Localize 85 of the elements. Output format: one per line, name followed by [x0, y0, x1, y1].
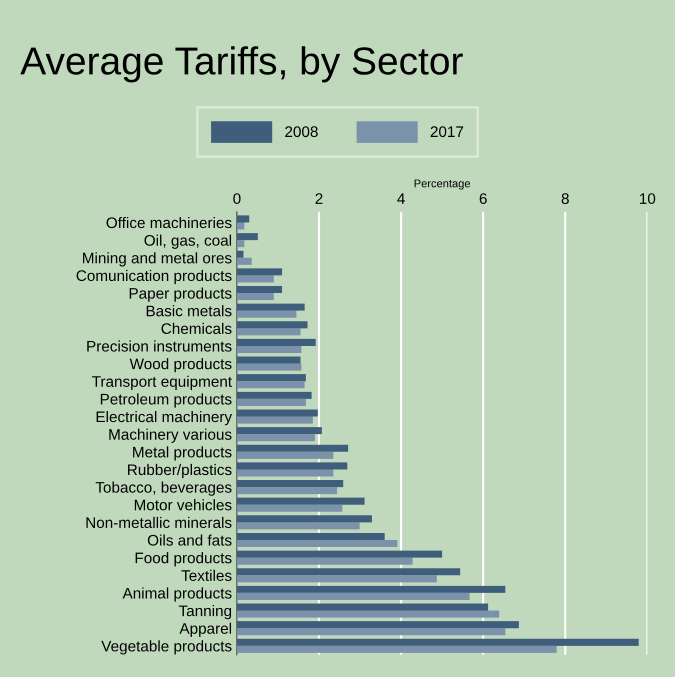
- bar: [236, 240, 244, 248]
- bar: [236, 504, 342, 512]
- bar: [236, 364, 302, 371]
- bar: [236, 604, 488, 611]
- bar: [236, 462, 348, 470]
- y-tick-label: Basic metals: [146, 305, 232, 316]
- bar: [236, 233, 258, 240]
- bar: [236, 258, 252, 265]
- bar: [236, 222, 244, 230]
- x-tick-label: 4: [397, 193, 405, 204]
- y-tick-label: Textiles: [181, 570, 232, 581]
- x-tick-label: 0: [233, 193, 241, 204]
- x-tick-label: 10: [640, 193, 656, 204]
- bar: [236, 286, 282, 294]
- y-tick-label: Paper products: [130, 288, 232, 302]
- bar: [236, 550, 442, 558]
- bar: [236, 638, 639, 646]
- bar: [236, 515, 372, 522]
- bar: [236, 575, 437, 582]
- y-tick-label: Machinery various: [109, 428, 232, 443]
- bar: [236, 250, 244, 258]
- bar: [236, 321, 308, 328]
- y-tick-label: Oil, gas, coal: [144, 234, 232, 249]
- bar: [236, 398, 306, 406]
- bar: [236, 381, 305, 388]
- y-tick-label: Petroleum products: [100, 393, 232, 408]
- bar: [236, 338, 316, 346]
- bar: [236, 268, 282, 276]
- bar: [236, 356, 301, 364]
- y-tick-label: Apparel: [179, 622, 232, 637]
- bar: [236, 558, 413, 565]
- bar: [236, 532, 385, 540]
- y-tick-label: Tobacco, beverages: [96, 482, 232, 496]
- y-tick-label: Non-metallic minerals: [86, 516, 232, 528]
- legend-label: 2017: [430, 126, 464, 138]
- bar: [236, 304, 305, 311]
- bar: [236, 328, 301, 336]
- chart-title: Average Tariffs, by Sector: [20, 46, 463, 82]
- y-tick-label: Tanning: [178, 605, 232, 620]
- y-tick-label: Mining and metal ores: [83, 252, 232, 266]
- y-tick-label: Transport equipment: [92, 376, 232, 390]
- y-tick-label: Office machineries: [106, 216, 232, 228]
- bar: [236, 586, 506, 593]
- y-tick-label: Oils and fats: [148, 534, 232, 546]
- bar: [236, 469, 334, 476]
- bar: [236, 434, 315, 442]
- bar: [236, 610, 500, 618]
- y-tick-label: Comunication products: [76, 270, 232, 284]
- bar: [236, 498, 365, 505]
- bar: [236, 568, 460, 576]
- bar: [236, 452, 334, 459]
- bar: [236, 621, 519, 628]
- bar: [236, 409, 318, 417]
- bar: [236, 392, 312, 399]
- x-tick-label: 6: [480, 193, 487, 204]
- y-tick-label: Vegetable products: [101, 640, 232, 655]
- bar: [236, 427, 322, 434]
- y-tick-label: Food products: [136, 552, 232, 566]
- bar: [236, 444, 348, 452]
- bar: [236, 480, 344, 488]
- x-axis-title: Percentage: [414, 180, 470, 190]
- bar: [236, 346, 302, 354]
- x-tick-label: 8: [562, 193, 569, 204]
- y-tick-label: Rubber/plastics: [128, 464, 232, 478]
- bar: [236, 592, 470, 600]
- bar: [236, 275, 274, 282]
- y-tick-label: Electrical machinery: [96, 410, 232, 426]
- y-tick-label: Metal products: [133, 446, 232, 461]
- y-tick-label: Precision instruments: [87, 340, 232, 352]
- bar: [236, 293, 274, 300]
- y-tick-label: Chemicals: [162, 322, 232, 334]
- bar: [236, 540, 398, 548]
- bar: [236, 310, 296, 318]
- y-tick-label: Animal products: [122, 587, 232, 602]
- bar: [236, 522, 360, 530]
- bar: [236, 416, 313, 424]
- legend-label: 2008: [285, 126, 318, 138]
- y-tick-label: Motor vehicles: [134, 499, 232, 510]
- bar: [236, 374, 306, 382]
- bar: [236, 487, 338, 494]
- bar: [236, 646, 557, 653]
- y-tick-label: Wood products: [130, 358, 232, 372]
- bar: [236, 215, 250, 222]
- x-tick-label: 2: [316, 193, 322, 204]
- bar: [236, 628, 506, 636]
